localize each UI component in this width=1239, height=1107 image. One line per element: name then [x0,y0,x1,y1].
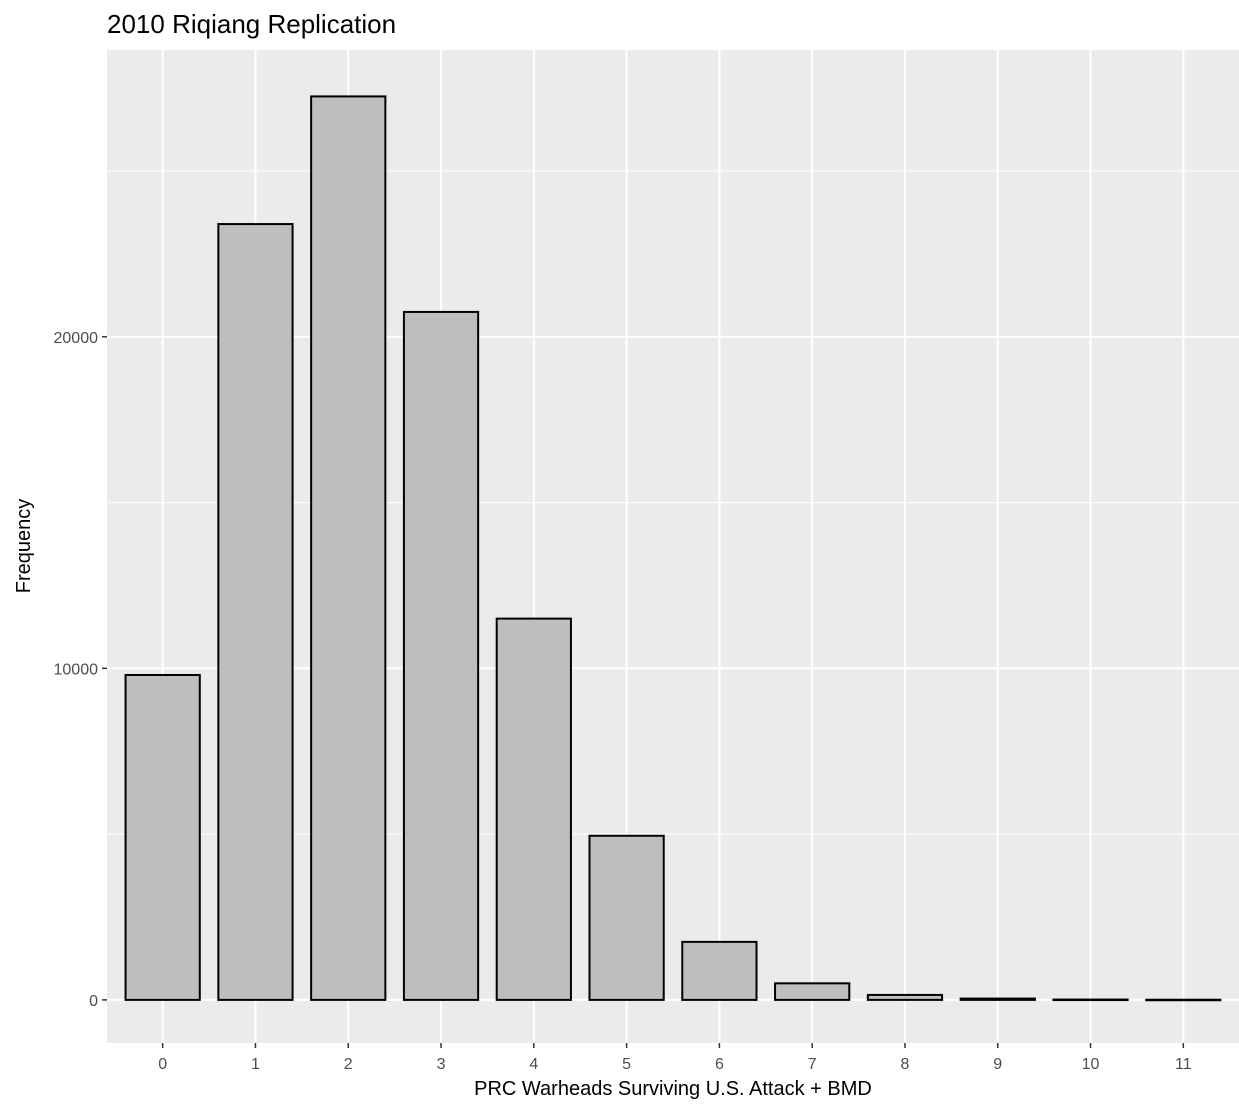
x-tick-label: 0 [158,1056,167,1073]
y-axis: 0 10000 20000 [54,330,107,1010]
x-tick-label: 7 [808,1056,817,1073]
y-tick-label: 0 [89,993,98,1010]
bar [774,982,851,1001]
x-axis-title: PRC Warheads Surviving U.S. Attack + BMD [474,1078,872,1100]
bar [959,997,1036,1001]
bar [1052,998,1129,1002]
x-axis: 0 1 2 3 4 5 6 7 8 9 10 11 [158,1043,1192,1073]
x-tick-label: 2 [344,1056,353,1073]
x-tick-label: 8 [901,1056,910,1073]
x-tick-label: 10 [1082,1056,1100,1073]
bar [495,617,572,1001]
plot-panel [107,50,1239,1043]
x-tick-label: 9 [993,1056,1002,1073]
bar [124,673,201,1001]
bar [681,940,758,1001]
x-tick-label: 3 [437,1056,446,1073]
x-tick-label: 4 [529,1056,538,1073]
y-tick-label: 20000 [54,330,99,347]
x-tick-label: 6 [715,1056,724,1073]
bars [124,95,1222,1002]
bar [310,95,387,1001]
bar [866,993,944,1001]
x-tick-label: 1 [251,1056,260,1073]
bar [588,834,665,1001]
x-tick-label: 11 [1175,1056,1192,1073]
bar [217,223,294,1001]
x-tick-label: 5 [622,1056,631,1073]
y-tick-label: 10000 [54,661,99,678]
bar [1145,998,1222,1002]
chart-title: 2010 Riqiang Replication [107,9,396,39]
bar [402,310,480,1001]
y-axis-title: Frequency [13,499,35,594]
minor-gridlines [107,170,1239,835]
